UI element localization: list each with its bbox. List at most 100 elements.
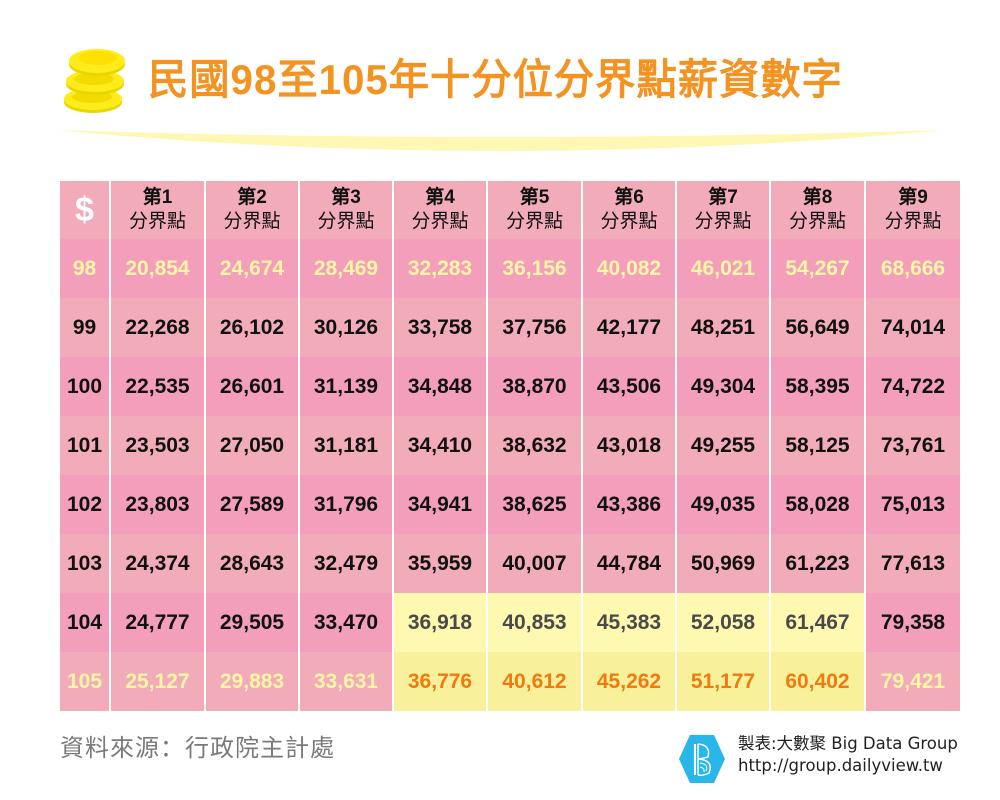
column-header-3: 第3 分界點 xyxy=(298,181,393,239)
year-cell: 103 xyxy=(60,534,110,593)
value-cell: 36,156 xyxy=(486,239,582,298)
year-cell: 99 xyxy=(60,298,110,357)
value-cell: 43,386 xyxy=(581,475,676,534)
value-cell: 77,613 xyxy=(864,534,960,593)
value-cell: 22,535 xyxy=(109,357,205,416)
highlighted-value-cell: 51,177 xyxy=(675,652,770,711)
value-cell: 25,127 xyxy=(109,652,205,711)
table-row-103: 103 24,374 28,643 32,479 35,959 40,007 4… xyxy=(60,534,960,593)
page-title: 民國98至105年十分位分界點薪資數字 xyxy=(148,56,843,103)
value-cell: 38,870 xyxy=(486,357,582,416)
year-cell: 100 xyxy=(60,357,110,416)
column-header-9: 第9 分界點 xyxy=(864,181,960,239)
value-cell: 48,251 xyxy=(675,298,770,357)
column-header-8: 第8 分界點 xyxy=(769,181,865,239)
value-cell: 42,177 xyxy=(581,298,676,357)
highlighted-value-cell: 52,058 xyxy=(675,593,770,652)
value-cell: 38,632 xyxy=(486,416,582,475)
credit-block: 製表:大數聚 Big Data Group http://group.daily… xyxy=(738,733,958,777)
value-cell: 24,374 xyxy=(109,534,205,593)
highlighted-value-cell: 36,918 xyxy=(392,593,487,652)
value-cell: 38,625 xyxy=(486,475,582,534)
value-cell: 49,035 xyxy=(675,475,770,534)
dollar-sign-icon: $ xyxy=(60,181,110,239)
value-cell: 56,649 xyxy=(769,298,865,357)
value-cell: 35,959 xyxy=(392,534,487,593)
value-cell: 23,503 xyxy=(109,416,205,475)
value-cell: 79,358 xyxy=(864,593,960,652)
value-cell: 31,796 xyxy=(298,475,393,534)
year-cell: 104 xyxy=(60,593,110,652)
column-header-6: 第6 分界點 xyxy=(581,181,676,239)
highlighted-value-cell: 61,467 xyxy=(769,593,865,652)
year-cell: 98 xyxy=(60,239,110,298)
value-cell: 44,784 xyxy=(581,534,676,593)
value-cell: 43,506 xyxy=(581,357,676,416)
value-cell: 24,777 xyxy=(109,593,205,652)
year-cell: 102 xyxy=(60,475,110,534)
data-source-note: 資料來源：行政院主計處 xyxy=(60,735,335,762)
value-cell: 32,479 xyxy=(298,534,393,593)
value-cell: 32,283 xyxy=(392,239,487,298)
value-cell: 23,803 xyxy=(109,475,205,534)
column-header-2: 第2 分界點 xyxy=(204,181,299,239)
table-row-105: 105 25,127 29,883 33,631 36,776 40,612 4… xyxy=(60,652,960,711)
value-cell: 29,883 xyxy=(204,652,299,711)
coins-stack-icon xyxy=(64,49,125,113)
big-data-group-logo-icon xyxy=(679,735,725,783)
highlighted-value-cell: 36,776 xyxy=(392,652,487,711)
value-cell: 26,102 xyxy=(204,298,299,357)
value-cell: 37,756 xyxy=(486,298,582,357)
year-cell: 105 xyxy=(60,652,110,711)
value-cell: 27,589 xyxy=(204,475,299,534)
value-cell: 33,758 xyxy=(392,298,487,357)
table-row-100: 100 22,535 26,601 31,139 34,848 38,870 4… xyxy=(60,357,960,416)
value-cell: 74,014 xyxy=(864,298,960,357)
credit-url-link[interactable]: http://group.dailyview.tw xyxy=(738,756,943,775)
highlighted-value-cell: 60,402 xyxy=(769,652,865,711)
table-row-102: 102 23,803 27,589 31,796 34,941 38,625 4… xyxy=(60,475,960,534)
title-underline-swoosh xyxy=(55,130,945,151)
table-row-99: 99 22,268 26,102 30,126 33,758 37,756 42… xyxy=(60,298,960,357)
value-cell: 26,601 xyxy=(204,357,299,416)
value-cell: 20,854 xyxy=(109,239,205,298)
value-cell: 34,410 xyxy=(392,416,487,475)
table-header-row: $ 第1 分界點 第2 分界點 第3 分界點 第4 分界點 第5 分界點 第6 分界點 第7… xyxy=(60,181,960,239)
value-cell: 33,631 xyxy=(298,652,393,711)
column-header-7: 第7 分界點 xyxy=(675,181,770,239)
value-cell: 46,021 xyxy=(675,239,770,298)
value-cell: 27,050 xyxy=(204,416,299,475)
highlighted-value-cell: 45,262 xyxy=(581,652,676,711)
credit-line: 製表:大數聚 Big Data Group xyxy=(738,734,958,753)
value-cell: 49,304 xyxy=(675,357,770,416)
value-cell: 28,469 xyxy=(298,239,393,298)
value-cell: 33,470 xyxy=(298,593,393,652)
value-cell: 73,761 xyxy=(864,416,960,475)
value-cell: 61,223 xyxy=(769,534,865,593)
value-cell: 74,722 xyxy=(864,357,960,416)
value-cell: 40,007 xyxy=(486,534,582,593)
highlighted-value-cell: 45,383 xyxy=(581,593,676,652)
value-cell: 43,018 xyxy=(581,416,676,475)
salary-decile-table: $ 第1 分界點 第2 分界點 第3 分界點 第4 分界點 第5 分界點 第6 分界點 第7… xyxy=(60,181,960,711)
value-cell: 54,267 xyxy=(769,239,865,298)
value-cell: 58,028 xyxy=(769,475,865,534)
column-header-4: 第4 分界點 xyxy=(392,181,487,239)
column-header-1: 第1 分界點 xyxy=(109,181,205,239)
table-row-104: 104 24,777 29,505 33,470 36,918 40,853 4… xyxy=(60,593,960,652)
column-header-5: 第5 分界點 xyxy=(486,181,582,239)
value-cell: 31,139 xyxy=(298,357,393,416)
value-cell: 31,181 xyxy=(298,416,393,475)
value-cell: 68,666 xyxy=(864,239,960,298)
highlighted-value-cell: 40,853 xyxy=(486,593,582,652)
value-cell: 22,268 xyxy=(109,298,205,357)
value-cell: 34,941 xyxy=(392,475,487,534)
value-cell: 34,848 xyxy=(392,357,487,416)
value-cell: 29,505 xyxy=(204,593,299,652)
value-cell: 75,013 xyxy=(864,475,960,534)
value-cell: 58,125 xyxy=(769,416,865,475)
value-cell: 28,643 xyxy=(204,534,299,593)
value-cell: 40,082 xyxy=(581,239,676,298)
value-cell: 50,969 xyxy=(675,534,770,593)
value-cell: 49,255 xyxy=(675,416,770,475)
